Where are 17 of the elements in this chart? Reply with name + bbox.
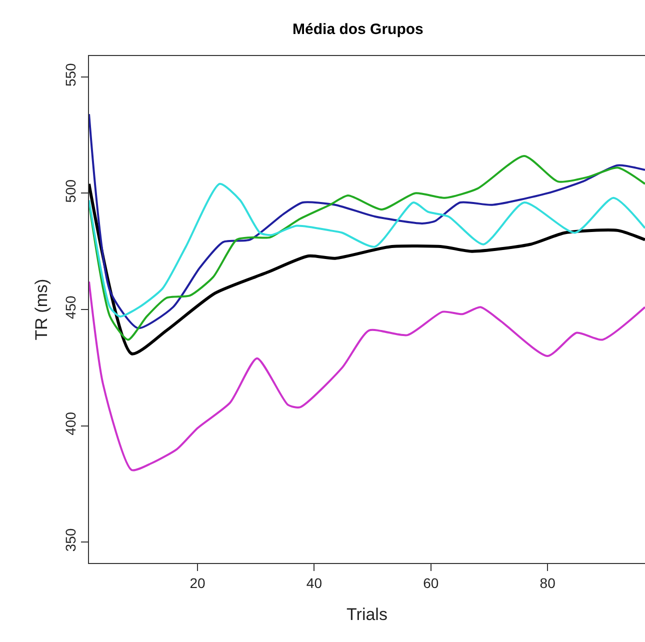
x-axis-title: Trials bbox=[346, 605, 388, 624]
x-tick-label: 80 bbox=[540, 574, 556, 591]
y-tick-label: 500 bbox=[62, 179, 78, 203]
line-series bbox=[89, 155, 645, 341]
x-tick-label: 20 bbox=[190, 574, 206, 591]
line-series bbox=[89, 113, 645, 330]
y-tick-label: 450 bbox=[62, 296, 78, 320]
x-tick-label: 40 bbox=[306, 574, 322, 591]
y-tick-label: 400 bbox=[62, 412, 78, 436]
chart-title: Média dos Grupos bbox=[292, 21, 424, 38]
line-series bbox=[89, 280, 645, 471]
y-tick-label: 550 bbox=[62, 62, 78, 87]
y-axis-title: TR (ms) bbox=[32, 278, 51, 340]
line-series bbox=[89, 182, 645, 356]
y-tick-label: 350 bbox=[62, 528, 78, 552]
line-series bbox=[89, 182, 645, 318]
x-tick-label: 60 bbox=[423, 574, 439, 591]
